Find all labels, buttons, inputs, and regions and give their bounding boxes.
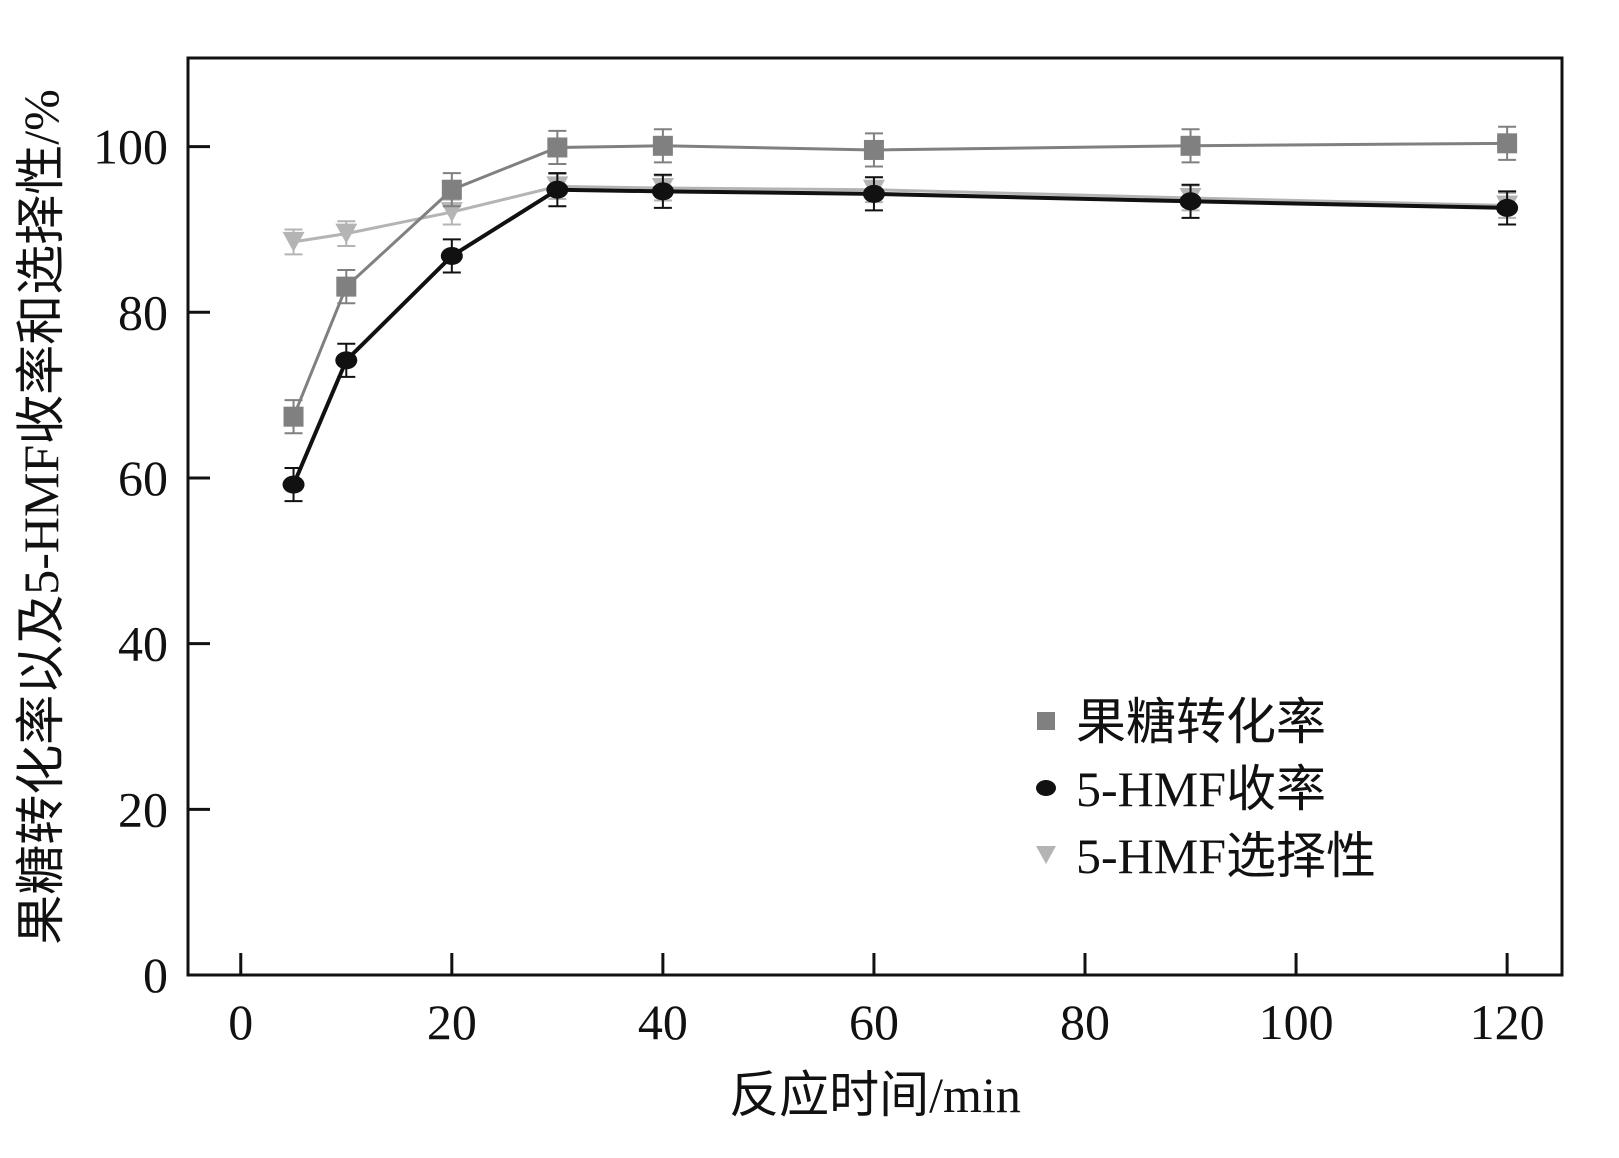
series-1 — [282, 172, 1519, 503]
data-point — [546, 180, 569, 199]
data-point — [863, 139, 884, 160]
legend-marker — [1036, 780, 1056, 796]
data-point — [862, 184, 885, 203]
x-tick-label: 0 — [228, 994, 253, 1050]
x-tick-label: 80 — [1060, 994, 1110, 1050]
data-point — [282, 231, 305, 252]
series-2 — [282, 172, 1519, 256]
series-line — [291, 187, 1508, 486]
x-tick-label: 20 — [427, 994, 477, 1050]
y-tick-label: 60 — [118, 450, 168, 506]
data-point — [1180, 135, 1201, 156]
x-tick-label: 40 — [638, 994, 688, 1050]
data-point — [440, 246, 463, 265]
data-point — [441, 179, 462, 200]
y-tick-label: 40 — [118, 616, 168, 672]
data-point — [651, 182, 674, 201]
data-point — [336, 276, 357, 297]
y-tick-label: 20 — [118, 781, 168, 837]
x-tick-label: 120 — [1470, 994, 1545, 1050]
legend-label: 5-HMF收率 — [1076, 761, 1326, 817]
data-point — [1179, 192, 1202, 211]
y-tick-label: 100 — [93, 119, 168, 175]
legend-label: 果糖转化率 — [1076, 694, 1326, 750]
x-tick-label: 100 — [1259, 994, 1334, 1050]
series-line — [293, 184, 1508, 244]
series-0 — [283, 125, 1518, 435]
data-point — [335, 351, 358, 370]
x-axis-label: 反应时间/min — [729, 1067, 1021, 1123]
data-point — [1496, 198, 1519, 217]
data-point — [652, 135, 673, 156]
legend-label: 5-HMF选择性 — [1076, 828, 1376, 884]
y-axis-label: 果糖转化率以及5-HMF收率和选择性/% — [13, 89, 69, 945]
y-tick-label: 80 — [118, 284, 168, 340]
data-point — [547, 137, 568, 158]
data-point — [282, 475, 305, 494]
legend: 果糖转化率 5-HMF收率 5-HMF选择性 — [1036, 694, 1376, 884]
data-point — [283, 406, 304, 427]
legend-marker — [1036, 846, 1056, 864]
data-point — [335, 223, 358, 244]
data-point — [1497, 133, 1518, 154]
legend-marker — [1037, 712, 1055, 730]
series-line — [292, 141, 1508, 418]
y-tick-label: 0 — [143, 947, 168, 1003]
x-tick-label: 60 — [849, 994, 899, 1050]
